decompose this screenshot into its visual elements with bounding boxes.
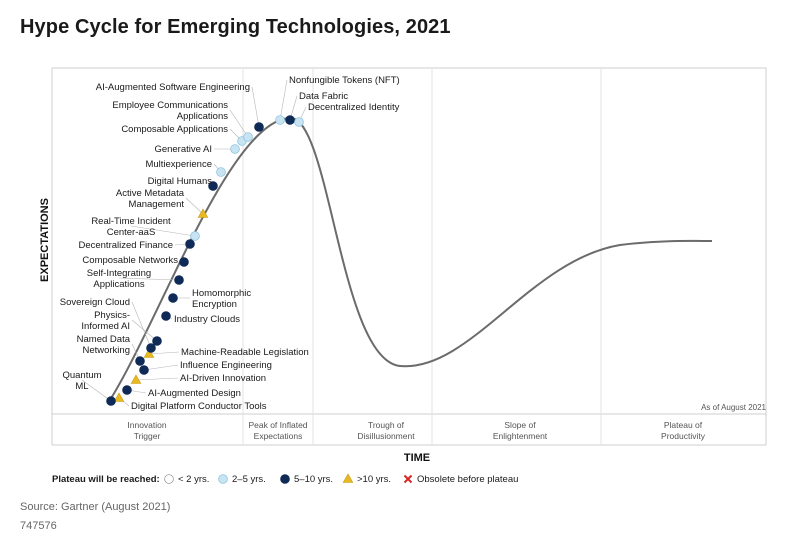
marker-digital-humans (208, 181, 218, 191)
tech-label-decentralized-identity: Decentralized Identity (308, 102, 400, 113)
marker-digital-platform-conductor-tools (113, 392, 125, 402)
y-axis-label: EXPECTATIONS (39, 198, 51, 282)
marker-employee-communications-applications (243, 132, 253, 142)
marker-composable-networks (179, 257, 189, 267)
tech-label-homomorphic-encryption: Homomorphic Encryption (192, 288, 251, 310)
tech-label-nonfungible-tokens-nft: Nonfungible Tokens (NFT) (289, 75, 400, 86)
marker-ai-augmented-design (122, 385, 132, 395)
tech-label-active-metadata-management: Active Metadata Management (116, 188, 185, 210)
tech-label-digital-humans: Digital Humans (148, 176, 213, 187)
phase-label-plateau-of-productivity: Productivity (661, 431, 706, 441)
tech-label-self-integrating-applications: Self-Integrating Applications (87, 268, 151, 290)
callout-line-sovereign-cloud (131, 301, 152, 349)
callout-line-influence-engineering (143, 364, 179, 371)
marker-nonfungible-tokens-nft (275, 115, 285, 125)
hype-curve (109, 116, 713, 401)
marker-quantum-ml (106, 396, 116, 406)
marker-ai-augmented-software-engineering (254, 122, 264, 132)
callout-line-employee-communications-applications (229, 109, 249, 138)
legend-marker-2to5 (218, 474, 228, 484)
tech-label-employee-communications-applications: Employee Communications Applications (112, 100, 228, 122)
legend-label-5to10: 5–10 yrs. (294, 474, 333, 485)
phase-label-trough-of-disillusionment: Disillusionment (357, 431, 415, 441)
tech-labels: Digital Platform Conductor Tools Quantum M… (60, 75, 400, 412)
tech-label-machine-readable-legislation: Machine-Readable Legislation (181, 347, 309, 358)
legend-label-gt10: >10 yrs. (357, 474, 391, 485)
phase-label-peak-of-inflated-expectations: Peak of Inflated (248, 420, 307, 430)
callout-line-ai-augmented-software-engineering (251, 86, 260, 128)
x-axis-label: TIME (404, 452, 430, 464)
phase-label-innovation-trigger: Trigger (134, 431, 161, 441)
tech-label-ai-augmented-design: AI-Augmented Design (148, 388, 241, 399)
legend-marker-gt10 (342, 473, 354, 483)
page-title: Hype Cycle for Emerging Technologies, 20… (20, 16, 451, 38)
marker-influence-engineering (139, 365, 149, 375)
tech-label-decentralized-finance: Decentralized Finance (78, 240, 173, 251)
tech-label-composable-networks: Composable Networks (82, 255, 178, 266)
tech-label-digital-platform-conductor-tools: Digital Platform Conductor Tools (131, 401, 267, 412)
legend-label-2to5: 2–5 yrs. (232, 474, 266, 485)
tech-label-influence-engineering: Influence Engineering (180, 360, 272, 371)
document-id: 747576 (20, 520, 57, 532)
marker-homomorphic-encryption (168, 293, 178, 303)
phase-label-slope-of-enlightenment: Enlightenment (493, 431, 548, 441)
tech-label-physics-informed-ai: Physics-Informed AI (81, 310, 130, 332)
tech-label-sovereign-cloud: Sovereign Cloud (60, 297, 130, 308)
marker-decentralized-finance (185, 239, 195, 249)
legend-title: Plateau will be reached: (52, 474, 160, 485)
marker-self-integrating-applications (174, 275, 184, 285)
marker-industry-clouds (161, 311, 171, 321)
legend-label-lt2: < 2 yrs. (178, 474, 209, 485)
tech-markers (106, 115, 304, 406)
marker-active-metadata-management (197, 208, 209, 218)
legend-marker-lt2 (164, 474, 174, 484)
tech-label-generative-ai: Generative AI (154, 144, 212, 155)
marker-sovereign-cloud (146, 343, 156, 353)
marker-generative-ai (230, 144, 240, 154)
phase-label-trough-of-disillusionment: Trough of (368, 420, 405, 430)
as-of-label: As of August 2021 (701, 403, 766, 412)
marker-ai-driven-innovation (130, 374, 142, 384)
legend-marker-5to10 (280, 474, 290, 484)
callout-line-nonfungible-tokens-nft (279, 79, 288, 121)
tech-label-industry-clouds: Industry Clouds (174, 314, 240, 325)
phase-label-slope-of-enlightenment: Slope of (504, 420, 536, 430)
marker-machine-readable-legislation (143, 348, 155, 358)
callout-line-self-integrating-applications (118, 277, 180, 281)
marker-data-fabric (285, 115, 295, 125)
marker-physics-informed-ai (152, 336, 162, 346)
callout-line-active-metadata-management (185, 197, 204, 215)
phase-label-peak-of-inflated-expectations: Expectations (254, 431, 303, 441)
phase-label-innovation-trigger: Innovation (127, 420, 166, 430)
legend: Plateau will be reached: < 2 yrs. 2–5 yrs.… (52, 473, 518, 485)
tech-label-ai-driven-innovation: AI-Driven Innovation (180, 373, 266, 384)
marker-named-data-networking (135, 356, 145, 366)
callout-line-physics-informed-ai (131, 319, 158, 342)
tech-label-composable-applications: Composable Applications (121, 124, 228, 135)
tech-label-ai-augmented-software-engineering: AI-Augmented Software Engineering (96, 82, 250, 93)
marker-decentralized-identity (294, 117, 304, 127)
marker-real-time-incident-center-aas (190, 231, 200, 241)
tech-label-quantum-ml: Quantum ML (62, 370, 101, 392)
tech-label-named-data-networking: Named Data Networking (77, 334, 131, 356)
legend-marker-obsolete (403, 474, 413, 484)
plot-area (51, 67, 767, 415)
tech-label-data-fabric: Data Fabric (299, 91, 348, 102)
source-note: Source: Gartner (August 2021) (20, 501, 171, 513)
callout-line-ai-driven-innovation (135, 377, 179, 381)
tech-label-multiexperience: Multiexperience (145, 159, 212, 170)
tech-label-real-time-incident-center-aas: Real-Time Incident Center-aaS (91, 216, 171, 238)
callout-lines (81, 79, 307, 407)
callout-line-machine-readable-legislation (148, 351, 180, 355)
marker-multiexperience (216, 167, 226, 177)
phase-label-plateau-of-productivity: Plateau of (664, 420, 703, 430)
callout-line-quantum-ml (81, 379, 112, 402)
callout-line-real-time-incident-center-aas (130, 225, 196, 237)
legend-label-obsolete: Obsolete before plateau (417, 474, 518, 485)
